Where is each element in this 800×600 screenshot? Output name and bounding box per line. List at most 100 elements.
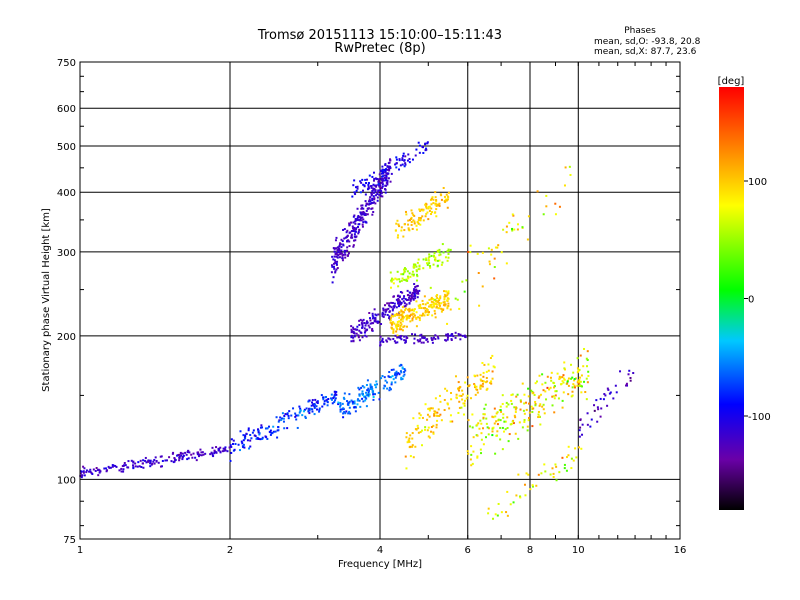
data-point [350,328,353,331]
data-point [165,459,168,462]
data-point [341,257,344,260]
data-point [469,244,472,247]
data-point [83,467,86,470]
data-point [398,280,401,283]
data-point [435,199,438,202]
data-point [357,232,360,235]
data-point [358,339,361,342]
data-point [429,304,432,307]
data-point [543,463,546,466]
data-point [394,313,397,316]
data-point [90,471,93,474]
data-point [337,251,340,254]
data-point [539,393,542,396]
data-point [333,390,336,393]
data-point [396,341,399,344]
data-point [539,403,542,406]
data-point [628,369,631,372]
data-point [408,291,411,294]
data-point [603,393,606,396]
data-point [389,271,392,274]
data-point [493,257,496,260]
data-point [171,452,174,455]
data-point [437,337,440,340]
data-point [403,373,406,376]
data-point [332,262,335,265]
data-point [311,410,314,413]
data-point [341,240,344,243]
data-point [294,412,297,415]
data-point [470,397,473,400]
data-point [441,243,444,246]
data-point [79,470,82,473]
data-point [400,309,403,312]
data-point [570,377,573,380]
data-point [462,413,465,416]
data-point [315,401,318,404]
data-point [181,455,184,458]
data-point [438,259,441,262]
data-point [458,334,461,337]
data-point [463,334,466,337]
data-point [581,423,584,426]
data-point [428,407,431,410]
data-point [421,215,424,218]
data-point [258,433,261,436]
data-point [488,263,491,266]
data-point [353,214,356,217]
data-point [127,460,130,463]
data-point [373,184,376,187]
data-point [401,315,404,318]
data-point [430,337,433,340]
data-point [376,191,379,194]
data-point [483,407,486,410]
data-point [380,187,383,190]
data-point [596,420,599,423]
data-point [390,286,393,289]
data-point [428,305,431,308]
data-point [238,449,241,452]
data-point [425,207,428,210]
data-point [372,396,375,399]
data-point [181,458,184,461]
data-point [438,251,441,254]
data-point [392,321,395,324]
data-point [392,368,395,371]
data-point [629,379,632,382]
data-point [411,313,414,316]
data-point [506,416,509,419]
data-point [420,314,423,317]
data-point [586,358,589,361]
data-point [224,446,227,449]
data-point [130,459,133,462]
data-point [394,334,397,337]
data-point [502,416,505,419]
data-point [434,203,437,206]
data-point [139,459,142,462]
data-point [474,393,477,396]
data-point [407,298,410,301]
data-point [361,216,364,219]
data-point [575,377,578,380]
data-point [363,331,366,334]
data-point [390,368,393,371]
data-point [495,434,498,437]
data-point [352,245,355,248]
data-point [380,172,383,175]
data-point [371,197,374,200]
data-point [369,384,372,387]
data-point [345,235,348,238]
data-point [477,271,480,274]
data-point [538,395,541,398]
data-point [585,365,588,368]
data-point [372,316,375,319]
data-point [357,336,360,339]
data-point [428,205,431,208]
data-point [346,249,349,252]
data-point [444,200,447,203]
data-point [593,404,596,407]
data-point [470,464,473,467]
data-point [176,454,179,457]
data-point [437,298,440,301]
data-point [362,218,365,221]
